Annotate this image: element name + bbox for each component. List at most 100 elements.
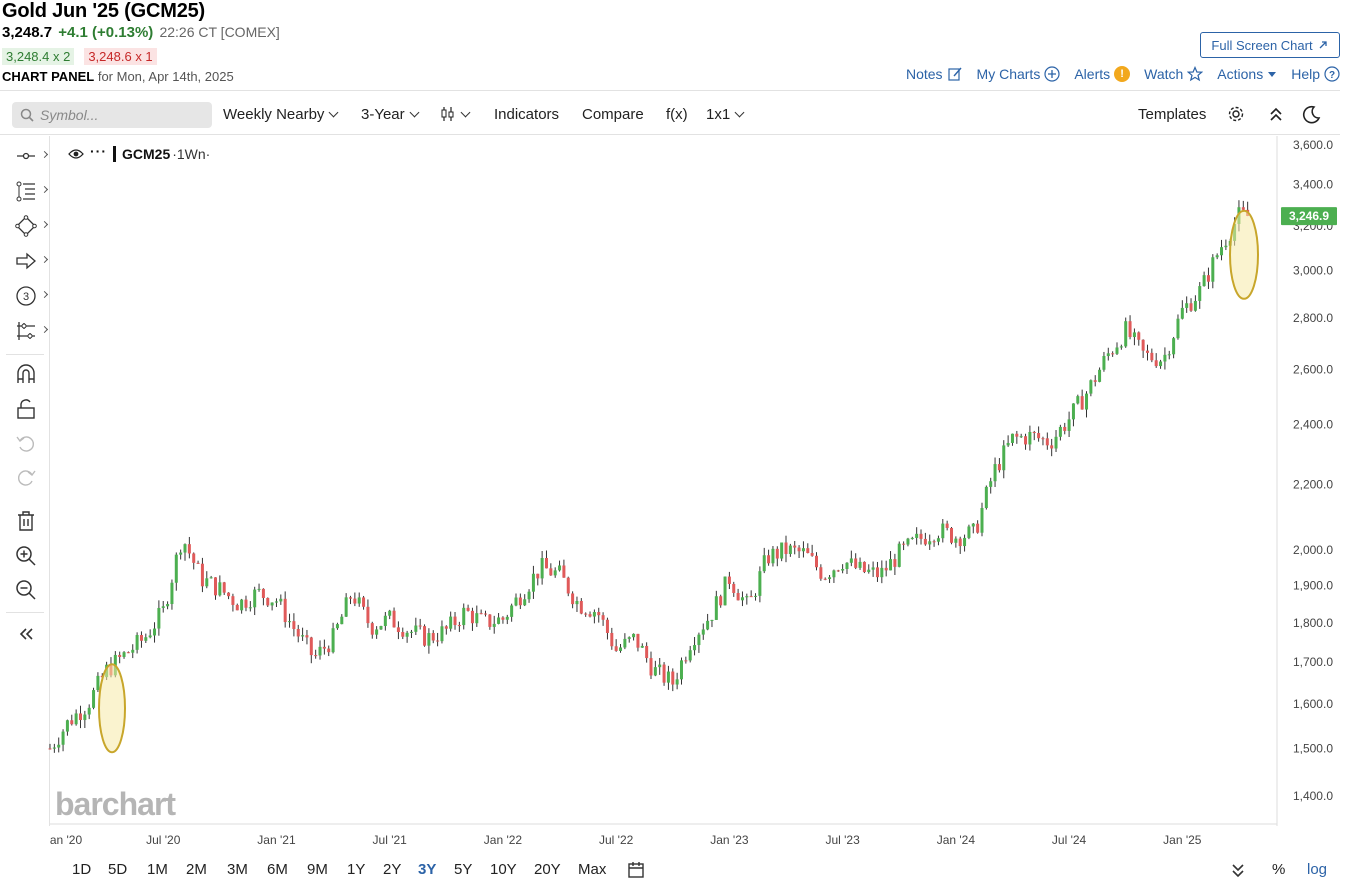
alerts-link[interactable]: Alerts ! (1074, 66, 1131, 82)
x-tick-label: Jul '20 (146, 833, 181, 847)
shape-tool-button[interactable] (14, 214, 49, 238)
candle (52, 743, 56, 753)
layout-dropdown[interactable]: 1x1 (706, 106, 745, 123)
candle (1220, 239, 1224, 261)
candle-body (235, 604, 239, 611)
candle-body (518, 597, 522, 606)
search-placeholder: Symbol... (40, 107, 99, 123)
candle-body (841, 568, 845, 571)
collapse-sidebar-button[interactable] (14, 622, 38, 646)
counter-tool-button[interactable]: 3 (14, 284, 49, 308)
legend-symbol: GCM25 (122, 146, 171, 162)
range-dropdown[interactable]: 3-Year (361, 106, 420, 123)
candle (505, 614, 509, 625)
fx-button[interactable]: f(x) (666, 106, 688, 123)
candle (1202, 271, 1206, 287)
candle-body (788, 545, 792, 554)
line-tool-button[interactable] (14, 144, 49, 168)
symbol-search-input[interactable]: Symbol... (12, 102, 212, 128)
candle-body (227, 592, 231, 597)
eye-icon[interactable] (68, 148, 84, 160)
actions-menu[interactable]: Actions (1217, 66, 1277, 82)
range-button-3y[interactable]: 3Y (418, 861, 437, 878)
x-tick-label: Jan '23 (710, 833, 749, 847)
dark-mode-toggle[interactable] (1301, 105, 1321, 125)
log-scale-toggle[interactable]: log (1307, 861, 1328, 878)
full-screen-chart-button[interactable]: Full Screen Chart (1200, 32, 1340, 58)
redo-button[interactable] (14, 465, 38, 489)
help-link[interactable]: Help ? (1291, 66, 1340, 82)
chevron-down-icon (460, 107, 471, 117)
date-picker-button[interactable] (627, 861, 645, 883)
delete-drawings-button[interactable] (14, 509, 38, 533)
indicators-button[interactable]: Indicators (494, 106, 559, 123)
range-button-9m[interactable]: 9M (307, 861, 328, 878)
range-button-1d[interactable]: 1D (72, 861, 92, 878)
watch-link[interactable]: Watch (1144, 66, 1204, 82)
chart-type-dropdown[interactable] (440, 106, 471, 122)
actions-label: Actions (1217, 66, 1264, 82)
range-button-6m[interactable]: 6M (267, 861, 288, 878)
candle-body (192, 553, 196, 563)
range-button-3m[interactable]: 3M (227, 861, 248, 878)
collapse-header-button[interactable] (1268, 105, 1284, 123)
candle-body (814, 555, 818, 568)
fib-tool-button[interactable] (14, 179, 49, 203)
candle-body (1241, 207, 1245, 210)
range-button-10y[interactable]: 10Y (490, 861, 517, 878)
zoom-in-button[interactable] (14, 544, 38, 568)
candle-body (536, 573, 540, 579)
measure-tool-button[interactable] (14, 319, 49, 343)
range-button-5d[interactable]: 5D (108, 861, 128, 878)
magnet-button[interactable] (14, 362, 38, 386)
candle-body (1128, 321, 1132, 338)
lock-button[interactable] (14, 397, 38, 421)
undo-button[interactable] (14, 431, 38, 455)
range-button-20y[interactable]: 20Y (534, 861, 561, 878)
candle (1024, 433, 1028, 450)
my-charts-link[interactable]: My Charts (977, 66, 1061, 82)
zoom-out-button[interactable] (14, 578, 38, 602)
candle-body (902, 543, 906, 545)
range-button-5y[interactable]: 5Y (454, 861, 473, 878)
caret-down-icon (1268, 72, 1277, 77)
compare-button[interactable]: Compare (582, 106, 644, 123)
candle (915, 527, 919, 545)
candle (65, 719, 69, 736)
measure-icon (17, 322, 35, 340)
chart-legend[interactable]: ··· GCM25 ·1Wn· (68, 143, 210, 162)
range-button-1m[interactable]: 1M (147, 861, 168, 878)
period-dropdown[interactable]: Weekly Nearby (223, 106, 339, 123)
question-icon: ? (1324, 66, 1340, 82)
arrow-tool-button[interactable] (14, 249, 49, 273)
line-tool-icon (17, 152, 35, 160)
candle (209, 575, 213, 579)
candle-body (823, 578, 827, 580)
barchart-watermark: barchart (55, 786, 176, 822)
candle-body (288, 621, 292, 623)
candle-body (1224, 245, 1228, 248)
percent-toggle[interactable]: % (1272, 861, 1286, 878)
templates-button[interactable]: Templates (1138, 106, 1206, 123)
notes-link[interactable]: Notes (906, 66, 963, 82)
candle-body (497, 617, 501, 624)
range-button-1y[interactable]: 1Y (347, 861, 366, 878)
candle-body (963, 537, 967, 547)
candle-body (440, 626, 444, 642)
candle-body (409, 631, 413, 633)
range-button-max[interactable]: Max (578, 861, 607, 878)
expand-range-button[interactable] (1231, 861, 1245, 883)
range-button-2y[interactable]: 2Y (383, 861, 402, 878)
candle (462, 603, 466, 630)
candle-body (623, 638, 627, 648)
more-options-icon[interactable]: ··· (90, 143, 107, 159)
candle-body (640, 645, 644, 648)
price-chart[interactable]: 3,600.03,400.03,200.03,000.02,800.02,600… (0, 136, 1349, 852)
candle (218, 575, 222, 597)
settings-button[interactable] (1227, 105, 1245, 123)
edit-icon (947, 67, 962, 81)
candle-body (1041, 438, 1045, 440)
candle (540, 551, 544, 585)
range-button-2m[interactable]: 2M (186, 861, 207, 878)
candle (170, 579, 174, 610)
